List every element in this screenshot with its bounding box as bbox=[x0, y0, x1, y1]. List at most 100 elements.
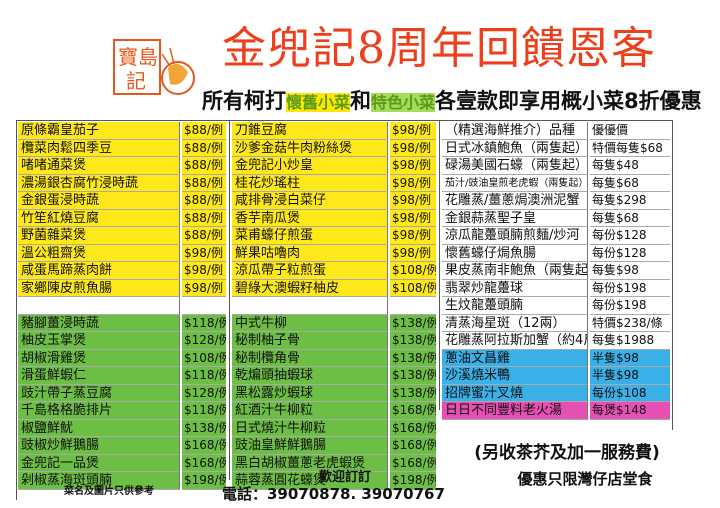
column3-dish-price: 半隻$98 bbox=[590, 349, 670, 367]
column1-dish-name: 啫啫通菜煲 bbox=[18, 157, 180, 175]
column3-dish-name: （精選海鮮推介）品種 bbox=[442, 122, 588, 140]
column3-dish-price: 半隻$98 bbox=[590, 367, 670, 385]
column3-dish-price: 每隻$48 bbox=[590, 157, 670, 175]
table-divider bbox=[229, 120, 230, 480]
column1-dish-price: $88/例 bbox=[182, 192, 226, 210]
column3-dish-price: 每份$198 bbox=[590, 297, 670, 315]
column3-dish-name: 花雕蒸/薑蔥焗澳洲泥蟹 bbox=[442, 192, 588, 210]
column2-dish-price: $98/例 bbox=[390, 174, 436, 192]
column1-dish-name: 豉椒炒鮮鵝腸 bbox=[18, 437, 180, 455]
column3-dish-name: 翡翠炒龍躉球 bbox=[442, 279, 588, 297]
welcome-text: 歡迎訂訂 bbox=[318, 470, 371, 485]
column1-dish-name: 金銀蛋浸時蔬 bbox=[18, 192, 180, 210]
column2-dish-price: $98/例 bbox=[390, 244, 436, 262]
column2-dish-name: 蒜蓉蒸圓花蠔煲 bbox=[232, 472, 388, 490]
column1-dish-price: $98/例 bbox=[182, 262, 226, 280]
column3-dish-name: 果皮蒸南非鮑魚（兩隻起） bbox=[442, 262, 588, 280]
column2-dish-price: $98/例 bbox=[390, 122, 436, 140]
column3-dish-price: 每煲$148 bbox=[590, 402, 670, 420]
column1-dish-name: 剁椒蒸海斑頭腩 bbox=[18, 472, 180, 490]
column3-dish-price: 特價每隻$68 bbox=[590, 140, 670, 157]
column2-dish-name: 菜甫蠔仔煎蛋 bbox=[232, 227, 388, 245]
column1-dish-price: $88/例 bbox=[182, 227, 226, 245]
column3-dish-name: 日日不同豐料老火湯 bbox=[442, 402, 588, 420]
table-top-border bbox=[16, 120, 672, 121]
column1-dish-price: $88/例 bbox=[182, 139, 226, 157]
column2-dish-name: 黑松露炒蝦球 bbox=[232, 384, 388, 402]
promo-subtitle: 所有柯打懷舊小菜和特色小菜各壹款即享用概小菜8折優惠 bbox=[202, 88, 718, 114]
column1-dish-price bbox=[182, 297, 226, 315]
column2-dish-name: 紅酒汁牛柳粒 bbox=[232, 402, 388, 420]
column2-dish-price: $98/例 bbox=[390, 209, 436, 227]
column2-dish-price: $98/例 bbox=[390, 227, 436, 245]
column2-dish-price: $138/例 bbox=[390, 314, 436, 332]
disclaimer-note: 菜名及圖片只供參考 bbox=[64, 486, 154, 497]
column1-dish-price: $138/例 bbox=[182, 419, 226, 437]
extra-charge-note: (另收茶芥及加一服務費) bbox=[474, 443, 660, 463]
column2-dish-name: 香芋南瓜煲 bbox=[232, 209, 388, 227]
subtitle-nostalgic: 懷舊小菜 bbox=[286, 93, 351, 112]
column3-dish-price: 每隻$98 bbox=[590, 262, 670, 280]
column1-dish-price: $98/例 bbox=[182, 279, 226, 297]
column3-dish-name: 懷舊蠔仔焗魚腸 bbox=[442, 244, 588, 262]
column3-dish-name: 涼瓜龍躉頭腩煎麵/炒河 bbox=[442, 227, 588, 245]
column2-dish-price: $168/例 bbox=[390, 419, 436, 437]
column2-dish-name: 鮮果咕嚕肉 bbox=[232, 244, 388, 262]
column1-dish-price: $118/例 bbox=[182, 314, 226, 332]
column2-dish-name: 沙爹金菇牛肉粉絲煲 bbox=[232, 139, 388, 157]
column1-dish-name: 椒鹽鮮魷 bbox=[18, 419, 180, 437]
column1-dish-name: 竹笙紅燒豆腐 bbox=[18, 209, 180, 227]
column2-dish-name: 日式燒汁牛柳粒 bbox=[232, 419, 388, 437]
column3-dish-price: 每份$108 bbox=[590, 384, 670, 402]
column2-dish-name: 豉油皇鮮鮮鵝腸 bbox=[232, 437, 388, 455]
column3-dish-name: 沙溪燒米鴨 bbox=[442, 367, 588, 385]
column2-dish-price: $168/例 bbox=[390, 437, 436, 455]
column3-dish-name: 金銀蒜蒸聖子皇 bbox=[442, 209, 588, 227]
column1-dish-name: 欖菜肉鬆四季豆 bbox=[18, 139, 180, 157]
column1-dish-price: $88/例 bbox=[182, 209, 226, 227]
column2-dish-name: 乾煸頭抽蝦球 bbox=[232, 367, 388, 385]
column1-dish-name: 濃湯銀杏腐竹浸時蔬 bbox=[18, 174, 180, 192]
column3-dish-name: 碌湯美國石蠔（兩隻起） bbox=[442, 157, 588, 175]
column2-dish-price bbox=[390, 297, 436, 315]
column2-dish-price: $138/例 bbox=[390, 367, 436, 385]
column2-dish-name: 桂花炒瑤柱 bbox=[232, 174, 388, 192]
column2-dish-name: 秘制柚子骨 bbox=[232, 332, 388, 350]
column2-dish-price: $138/例 bbox=[390, 332, 436, 350]
svg-text:記: 記 bbox=[126, 69, 146, 93]
column1-dish-price: $168/例 bbox=[182, 454, 226, 472]
column2-dish-name: 涼瓜帶子粒煎蛋 bbox=[232, 262, 388, 280]
column2-dish-price: $108/例 bbox=[390, 262, 436, 280]
column3-dish-price: 特價$238/條 bbox=[590, 315, 670, 332]
column2-dish-price: $108/例 bbox=[390, 279, 436, 297]
column2-dish-price: $98/例 bbox=[390, 157, 436, 175]
table-divider bbox=[16, 120, 17, 500]
column2-dish-name: 刀錐豆腐 bbox=[232, 122, 388, 140]
column3-dish-name: 蔥油文昌雞 bbox=[442, 349, 588, 367]
column2-dish-price: $168/例 bbox=[390, 454, 436, 472]
column3-dish-name: 茄汁/豉油皇煎老虎蝦（兩隻起） bbox=[442, 174, 588, 192]
column1-dish-name: 溫公粗齋煲 bbox=[18, 244, 180, 262]
page-title: 金兜記8周年回饋恩客 bbox=[222, 23, 656, 74]
column3-dish-price: 每份$128 bbox=[590, 227, 670, 245]
svg-text:島: 島 bbox=[138, 45, 158, 69]
column1-dish-name bbox=[18, 297, 180, 315]
column2-dish-price: $198/例 bbox=[390, 472, 436, 490]
column1-dish-price: $118/例 bbox=[182, 402, 226, 420]
column3-dish-name: 生炆龍躉頭腩 bbox=[442, 297, 588, 315]
column2-dish-name bbox=[232, 297, 388, 315]
column2-dish-price: $98/例 bbox=[390, 192, 436, 210]
table-divider bbox=[439, 120, 440, 410]
column2-dish-name: 咸排骨浸白菜仔 bbox=[232, 192, 388, 210]
column2-dish-name: 黑白胡椒薑蔥老虎蝦煲 bbox=[232, 454, 388, 472]
column1-dish-price: $128/例 bbox=[182, 332, 226, 350]
column3-dish-price: 每份$198 bbox=[590, 280, 670, 297]
column2-dish-name: 中式牛柳 bbox=[232, 314, 388, 332]
column2-dish-price: $138/例 bbox=[390, 384, 436, 402]
subtitle-part1: 所有柯打 bbox=[202, 89, 286, 113]
column2-dish-price: $138/例 bbox=[390, 349, 436, 367]
column1-dish-price: $88/例 bbox=[182, 174, 226, 192]
column1-dish-name: 咸蛋馬蹄蒸肉餅 bbox=[18, 262, 180, 280]
column1-dish-name: 柚皮玉掌煲 bbox=[18, 332, 180, 350]
phone-number: 電話：39070878. 39070767 bbox=[222, 485, 445, 503]
